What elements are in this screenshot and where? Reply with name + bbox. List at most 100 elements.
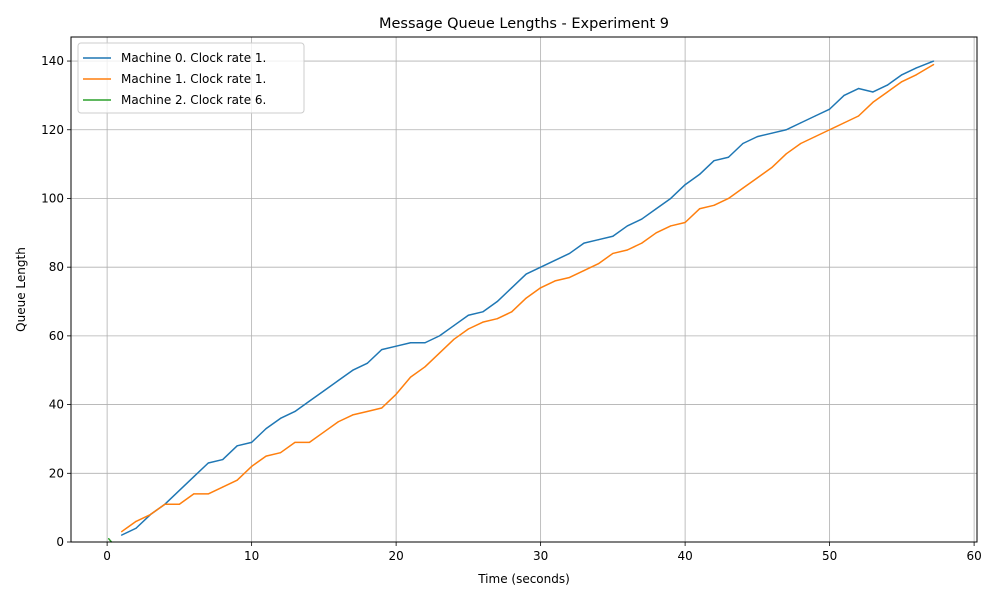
data-point-machine-0	[120, 534, 123, 536]
data-point-machine-1	[135, 520, 137, 522]
data-point-machine-1	[800, 142, 802, 145]
data-point-machine-0	[886, 84, 889, 86]
data-point-machine-1	[222, 486, 224, 488]
data-point-machine-0	[756, 136, 758, 138]
x-tick-label: 30	[533, 549, 548, 563]
series-line-machine-2	[107, 538, 113, 543]
data-point-machine-0	[381, 349, 383, 351]
data-point-machine-0	[366, 362, 368, 364]
data-point-machine-1	[727, 197, 730, 200]
data-point-machine-0	[554, 259, 556, 261]
data-point-machine-1	[164, 503, 166, 505]
data-point-machine-0	[207, 462, 209, 464]
data-point-machine-0	[395, 345, 397, 347]
legend-label-machine-0: Machine 0. Clock rate 1.	[121, 51, 266, 65]
data-point-machine-1	[294, 441, 296, 443]
data-point-machine-0	[294, 410, 296, 413]
data-point-machine-1	[511, 311, 513, 313]
data-point-machine-1	[323, 431, 325, 433]
y-tick-label: 140	[41, 54, 64, 68]
y-tick-label: 40	[49, 398, 64, 412]
data-point-machine-1	[251, 465, 253, 468]
data-point-machine-1	[933, 63, 935, 66]
data-point-machine-1	[482, 321, 484, 323]
data-point-machine-1	[366, 410, 368, 413]
data-point-machine-1	[641, 242, 643, 244]
data-point-machine-1	[843, 122, 845, 124]
y-axis-label: Queue Length	[14, 247, 28, 332]
data-point-machine-0	[612, 235, 614, 237]
data-point-machine-0	[727, 156, 730, 158]
data-point-machine-0	[424, 342, 426, 344]
data-point-machine-1	[698, 208, 701, 210]
data-point-machine-1	[655, 232, 657, 234]
data-point-machine-0	[482, 311, 484, 313]
data-point-machine-0	[771, 132, 773, 134]
data-point-machine-1	[626, 249, 628, 251]
y-tick-label: 120	[41, 123, 64, 137]
data-point-machine-0	[785, 129, 787, 131]
y-tick-label: 100	[41, 191, 64, 205]
x-tick-label: 0	[103, 549, 111, 563]
data-point-machine-1	[771, 166, 773, 169]
data-point-machine-0	[308, 400, 311, 402]
x-tick-label: 20	[388, 549, 403, 563]
y-tick-label: 80	[49, 260, 64, 274]
data-point-machine-1	[554, 280, 556, 282]
data-point-machine-0	[814, 115, 816, 117]
data-point-machine-1	[742, 187, 744, 189]
y-tick-label: 20	[49, 466, 64, 480]
data-point-machine-1	[279, 452, 282, 454]
data-point-machine-1	[886, 91, 889, 93]
y-tick-label: 0	[56, 535, 64, 549]
data-point-machine-0	[352, 369, 354, 371]
data-point-machine-1	[756, 177, 758, 179]
data-point-machine-0	[409, 342, 412, 344]
data-point-machine-0	[857, 87, 860, 90]
data-point-machine-1	[149, 513, 152, 516]
data-point-machine-1	[684, 221, 686, 224]
data-point-machine-1	[713, 204, 715, 206]
data-point-machine-1	[265, 455, 267, 457]
data-point-machine-0	[540, 266, 542, 268]
data-point-machine-0	[583, 242, 585, 244]
data-point-machine-0	[670, 197, 672, 200]
data-point-machine-1	[120, 531, 123, 533]
data-point-machine-0	[872, 91, 874, 93]
data-point-machine-0	[438, 335, 441, 337]
data-point-machine-1	[438, 352, 441, 354]
data-point-machine-1	[193, 493, 195, 495]
data-point-machine-0	[698, 173, 701, 176]
data-point-machine-0	[337, 379, 339, 382]
data-point-machine-1	[424, 366, 426, 368]
data-point-machine-1	[670, 225, 672, 227]
data-point-machine-0	[901, 74, 903, 76]
data-point-machine-0	[251, 441, 253, 443]
legend-label-machine-1: Machine 1. Clock rate 1.	[121, 72, 266, 86]
plot-frame	[70, 36, 978, 543]
data-point-machine-2	[107, 537, 110, 540]
data-point-machine-0	[279, 417, 282, 419]
data-point-machine-0	[915, 67, 917, 69]
x-tick-label: 40	[677, 549, 692, 563]
data-point-machine-0	[597, 239, 600, 241]
data-point-machine-1	[814, 136, 816, 138]
data-point-machine-1	[381, 407, 383, 409]
data-point-machine-0	[641, 218, 643, 220]
data-point-machine-0	[453, 324, 455, 327]
data-point-machine-0	[323, 390, 325, 392]
data-point-machine-1	[409, 376, 412, 378]
data-point-machine-1	[901, 81, 903, 83]
data-point-machine-1	[525, 297, 527, 299]
data-point-machine-0	[800, 122, 802, 124]
series-group	[107, 60, 935, 543]
data-point-machine-0	[829, 108, 831, 110]
data-point-machine-1	[352, 414, 354, 416]
data-point-machine-0	[684, 184, 686, 186]
data-point-machine-1	[829, 129, 831, 131]
data-point-machine-1	[568, 276, 571, 279]
data-point-machine-1	[453, 338, 455, 340]
data-point-machine-0	[193, 476, 195, 478]
data-point-machine-0	[496, 300, 498, 303]
